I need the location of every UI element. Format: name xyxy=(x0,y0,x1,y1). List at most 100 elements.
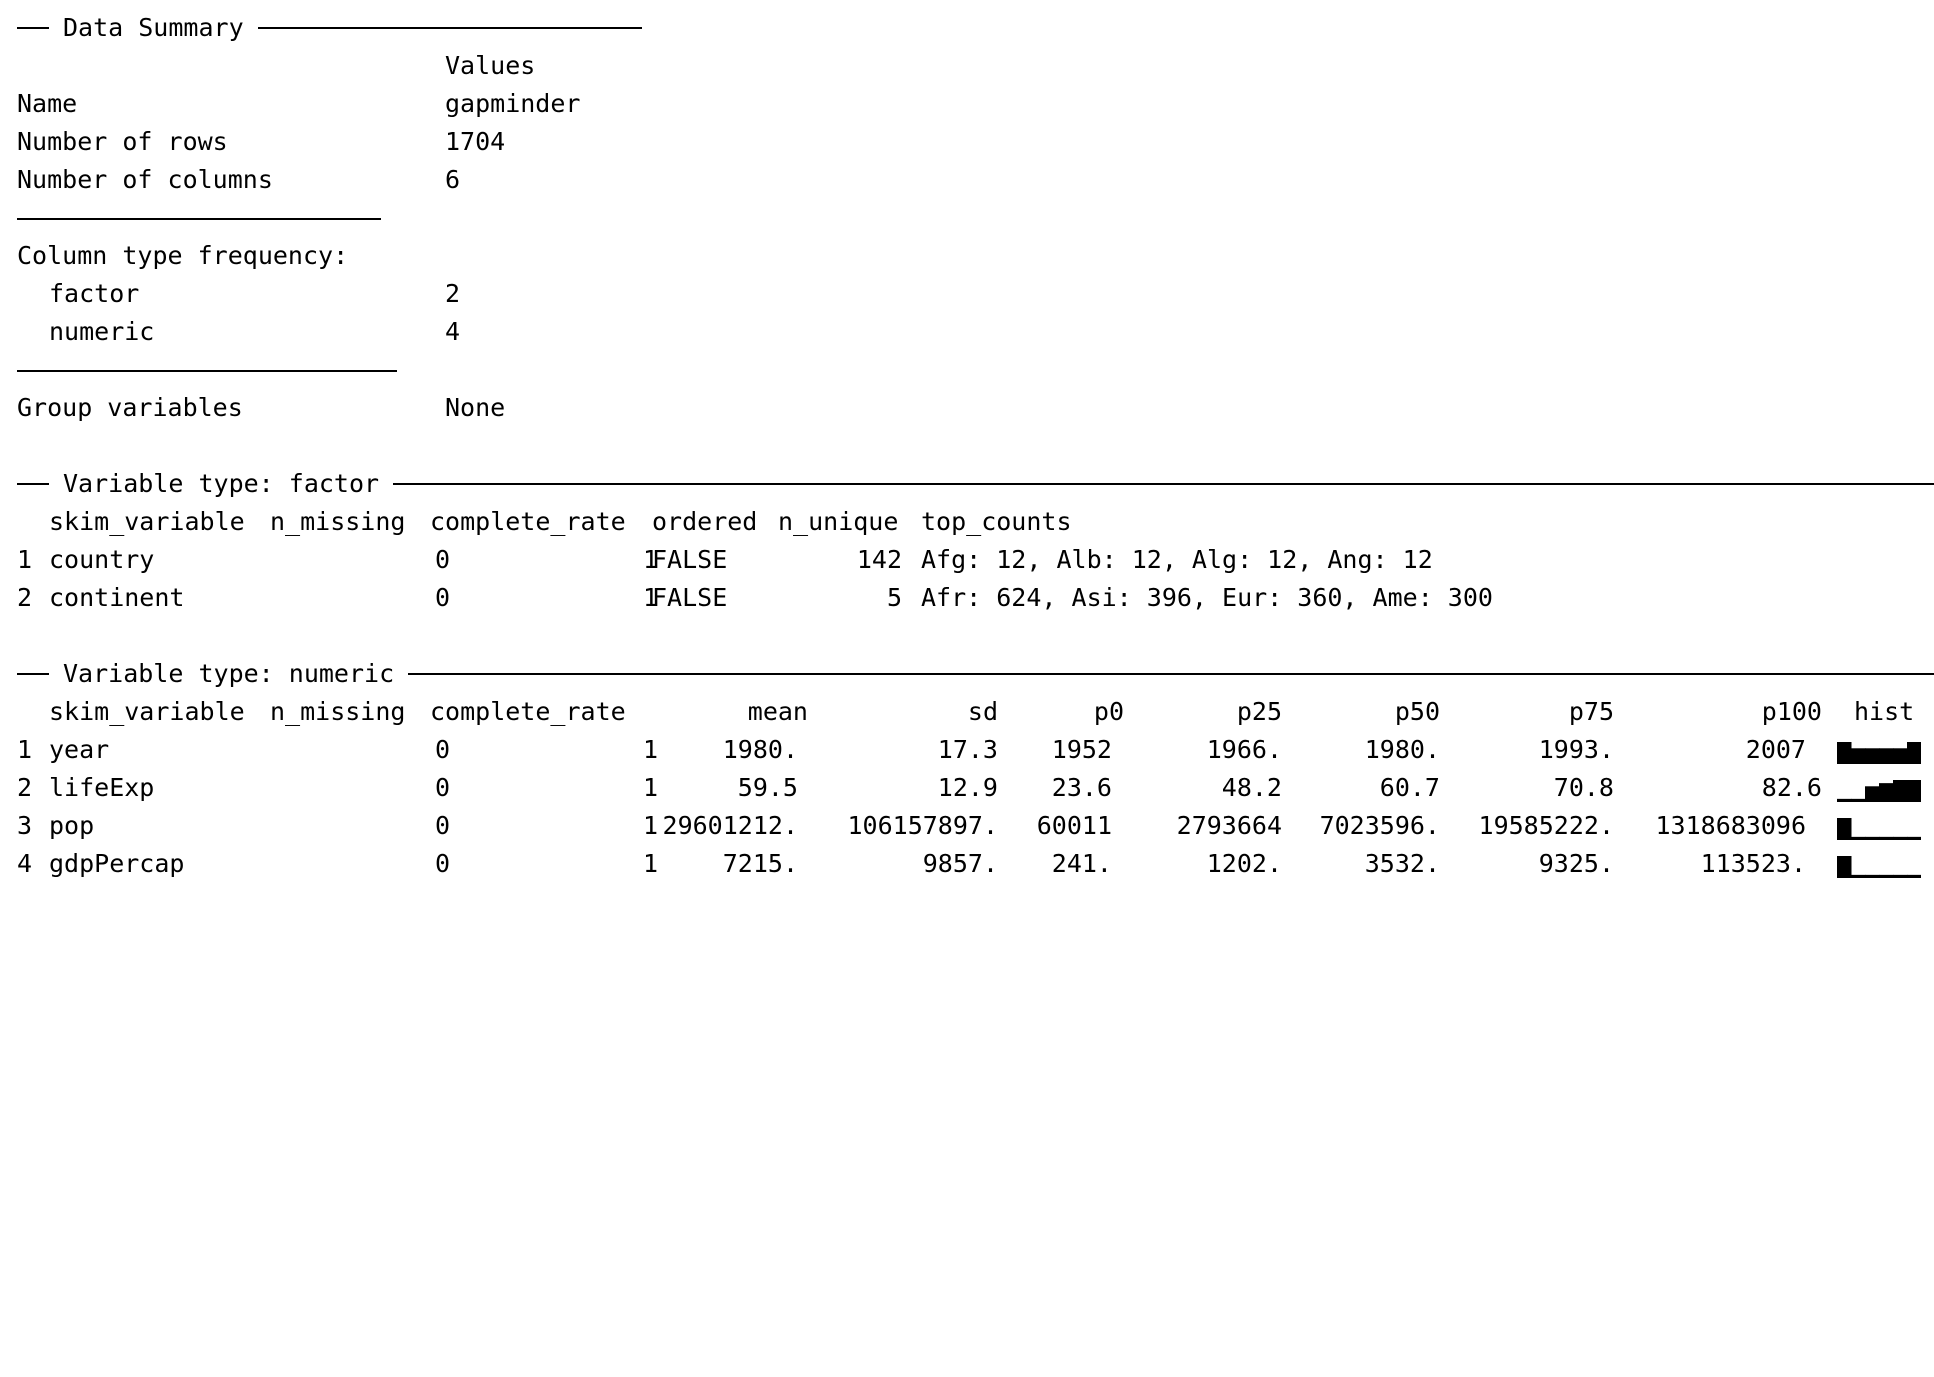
row-index: 4 xyxy=(17,849,33,878)
divider-row xyxy=(17,351,1934,389)
summary-label: Number of columns xyxy=(17,165,273,194)
p0: 241. xyxy=(1051,849,1112,878)
hist-sparkline xyxy=(1837,769,1921,807)
p100: 1318683096 xyxy=(1655,811,1806,840)
top-counts: Afr: 624, Asi: 396, Eur: 360, Ame: 300 xyxy=(921,583,1493,612)
group-row: Group variables None xyxy=(17,389,1934,427)
complete-rate: 1 xyxy=(642,545,658,574)
col-header: p25 xyxy=(1236,697,1282,726)
hist-bar xyxy=(1837,856,1852,878)
summary-row: Number of rows 1704 xyxy=(17,123,1934,161)
mean: 59.5 xyxy=(737,773,798,802)
complete-rate: 1 xyxy=(642,583,658,612)
col-header: p50 xyxy=(1394,697,1440,726)
p75: 19585222. xyxy=(1478,811,1614,840)
complete-rate: 1 xyxy=(642,735,658,764)
p0: 23.6 xyxy=(1051,773,1112,802)
hist-bar xyxy=(1907,742,1921,764)
table-row: 4 gdpPercap 0 1 7215. 9857. 241. 1202. 3… xyxy=(17,845,1934,883)
hist-bar xyxy=(1851,874,1866,878)
table-row: 1 year 0 1 1980. 17.3 1952 1966. 1980. 1… xyxy=(17,731,1934,769)
divider xyxy=(17,218,381,220)
hist-bar xyxy=(1851,798,1866,802)
n-unique: 142 xyxy=(856,545,902,574)
rule-lead xyxy=(17,27,49,29)
divider xyxy=(17,370,397,372)
row-index: 1 xyxy=(17,545,33,574)
mean: 7215. xyxy=(722,849,798,878)
col-header: p100 xyxy=(1761,697,1822,726)
hist-bar xyxy=(1879,836,1894,840)
summary-row: Name gapminder xyxy=(17,85,1934,123)
factor-section-header: Variable type: factor xyxy=(17,465,1934,503)
p75: 70.8 xyxy=(1553,773,1614,802)
complete-rate: 1 xyxy=(642,811,658,840)
n-missing: 0 xyxy=(434,545,450,574)
hist-bar xyxy=(1907,780,1921,802)
hist-bar xyxy=(1851,748,1866,764)
group-value: None xyxy=(445,393,506,422)
hist-sparkline xyxy=(1837,731,1921,769)
data-summary-header: Data Summary xyxy=(17,9,1934,47)
p100: 82.6 xyxy=(1761,773,1822,802)
numeric-header-row: skim_variable n_missing complete_rate me… xyxy=(17,693,1934,731)
rule-tail xyxy=(408,673,1934,675)
skim-variable: lifeExp xyxy=(49,773,155,802)
p100: 113523. xyxy=(1700,849,1806,878)
hist-bar xyxy=(1837,798,1852,802)
rule-lead xyxy=(17,673,49,675)
group-label: Group variables xyxy=(17,393,243,422)
n-unique: 5 xyxy=(886,583,902,612)
skim-variable: year xyxy=(49,735,110,764)
table-row: 3 pop 0 1 29601212. 106157897. 60011 279… xyxy=(17,807,1934,845)
col-header: p75 xyxy=(1568,697,1614,726)
complete-rate: 1 xyxy=(642,849,658,878)
complete-rate: 1 xyxy=(642,773,658,802)
col-header: top_counts xyxy=(921,507,1072,536)
hist-bar xyxy=(1893,874,1908,878)
sd: 12.9 xyxy=(937,773,998,802)
hist-bar xyxy=(1893,748,1908,764)
col-header: ordered xyxy=(652,507,758,536)
hist-bar xyxy=(1907,874,1921,878)
skim-variable: continent xyxy=(49,583,185,612)
values-header-row: Values xyxy=(17,47,1934,85)
mean: 1980. xyxy=(722,735,798,764)
p50: 60.7 xyxy=(1379,773,1440,802)
hist-sparkline xyxy=(1837,845,1921,883)
hist-bar xyxy=(1865,786,1880,802)
rule-tail xyxy=(257,27,642,29)
col-header: n_missing xyxy=(270,507,406,536)
freq-title: Column type frequency: xyxy=(17,241,349,270)
p25: 48.2 xyxy=(1221,773,1282,802)
freq-value: 2 xyxy=(445,279,461,308)
numeric-section-header: Variable type: numeric xyxy=(17,655,1934,693)
hist-svg xyxy=(1837,856,1921,878)
col-header: n_unique xyxy=(778,507,899,536)
hist-sparkline xyxy=(1837,807,1921,845)
summary-value: 6 xyxy=(445,165,461,194)
p75: 1993. xyxy=(1538,735,1614,764)
freq-label: factor xyxy=(49,279,140,308)
data-summary-title: Data Summary xyxy=(63,13,244,42)
hist-bar xyxy=(1851,836,1866,840)
p50: 3532. xyxy=(1364,849,1440,878)
hist-bar xyxy=(1837,818,1852,840)
row-index: 2 xyxy=(17,773,33,802)
numeric-rows: 1 year 0 1 1980. 17.3 1952 1966. 1980. 1… xyxy=(17,731,1934,883)
p25: 1202. xyxy=(1206,849,1282,878)
ordered: FALSE xyxy=(652,545,728,574)
col-header: complete_rate xyxy=(430,507,626,536)
summary-label: Name xyxy=(17,89,78,118)
col-header: skim_variable xyxy=(49,507,245,536)
col-header: hist xyxy=(1854,697,1915,726)
p0: 60011 xyxy=(1036,811,1112,840)
console-output: Data Summary Values Name gapminder Numbe… xyxy=(17,9,1934,883)
row-index: 2 xyxy=(17,583,33,612)
hist-bar xyxy=(1865,748,1880,764)
n-missing: 0 xyxy=(434,849,450,878)
freq-value: 4 xyxy=(445,317,461,346)
mean: 29601212. xyxy=(662,811,798,840)
p50: 7023596. xyxy=(1319,811,1440,840)
skim-variable: pop xyxy=(49,811,95,840)
